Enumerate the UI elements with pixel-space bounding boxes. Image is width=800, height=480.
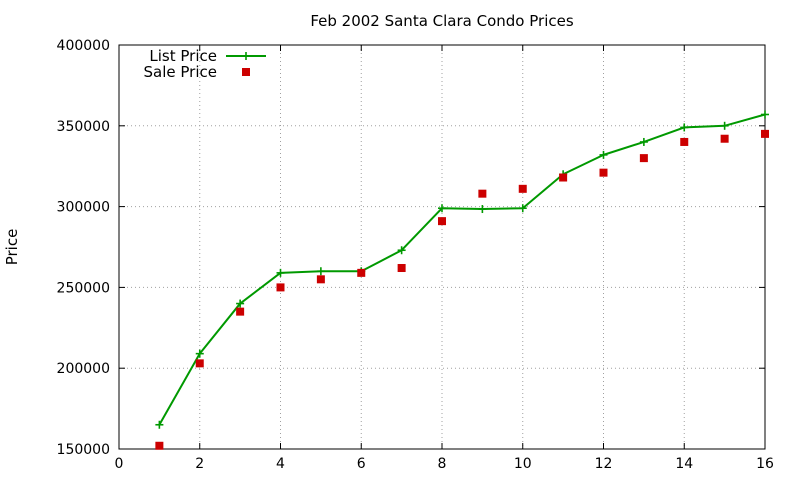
data-point [680,137,689,146]
data-series [155,110,769,450]
data-point [639,137,648,146]
legend-label: Sale Price [144,63,217,81]
data-point [518,184,527,193]
data-point [155,420,164,429]
data-point [195,349,204,358]
data-point [236,299,245,308]
axis-ticks [118,44,766,450]
data-point [397,264,406,273]
series-line [158,113,766,426]
x-tick-label: 6 [357,456,366,472]
data-point [599,150,608,159]
data-point [397,246,406,255]
legend-marker [242,68,250,76]
data-point [639,154,648,163]
data-point [195,359,204,368]
data-point [155,441,164,450]
data-point [316,275,325,284]
legend-label: List Price [149,47,217,65]
data-point [478,205,487,214]
data-point [761,110,769,119]
data-point [599,168,608,177]
series-sale-price [155,129,769,450]
data-point [236,307,245,316]
data-point [276,268,285,277]
data-point [316,267,325,276]
chart-title: Feb 2002 Santa Clara Condo Prices [310,12,574,30]
data-point [276,283,285,292]
data-point [720,121,729,130]
y-tick-label: 400000 [57,38,110,54]
data-point [720,134,729,143]
data-point [438,204,446,213]
x-tick-label: 14 [675,456,693,472]
y-tick-label: 200000 [57,361,110,377]
data-point [680,123,689,132]
x-tick-label: 0 [115,456,124,472]
x-tick-label: 4 [276,456,285,472]
x-tick-label: 16 [756,456,774,472]
x-tick-label: 12 [595,456,613,472]
x-tick-label: 10 [514,456,532,472]
y-axis-label: Price [3,229,21,266]
data-point [438,217,446,226]
data-point [559,173,568,182]
data-point [357,268,366,277]
data-point [478,189,487,198]
y-tick-label: 250000 [57,280,110,296]
x-tick-label: 2 [195,456,204,472]
series-list-price [155,110,769,429]
y-tick-label: 350000 [57,119,110,135]
x-tick-label: 8 [438,456,447,472]
data-point [761,129,769,138]
y-tick-label: 300000 [57,200,110,216]
grid-lines [119,45,765,449]
y-tick-label: 150000 [57,442,110,458]
data-point [518,204,527,213]
tick-labels: 0 2 4 6 8 10 12 14 16 150000 200000 250000 300000 350… [57,38,774,472]
legend-marker [242,52,250,60]
